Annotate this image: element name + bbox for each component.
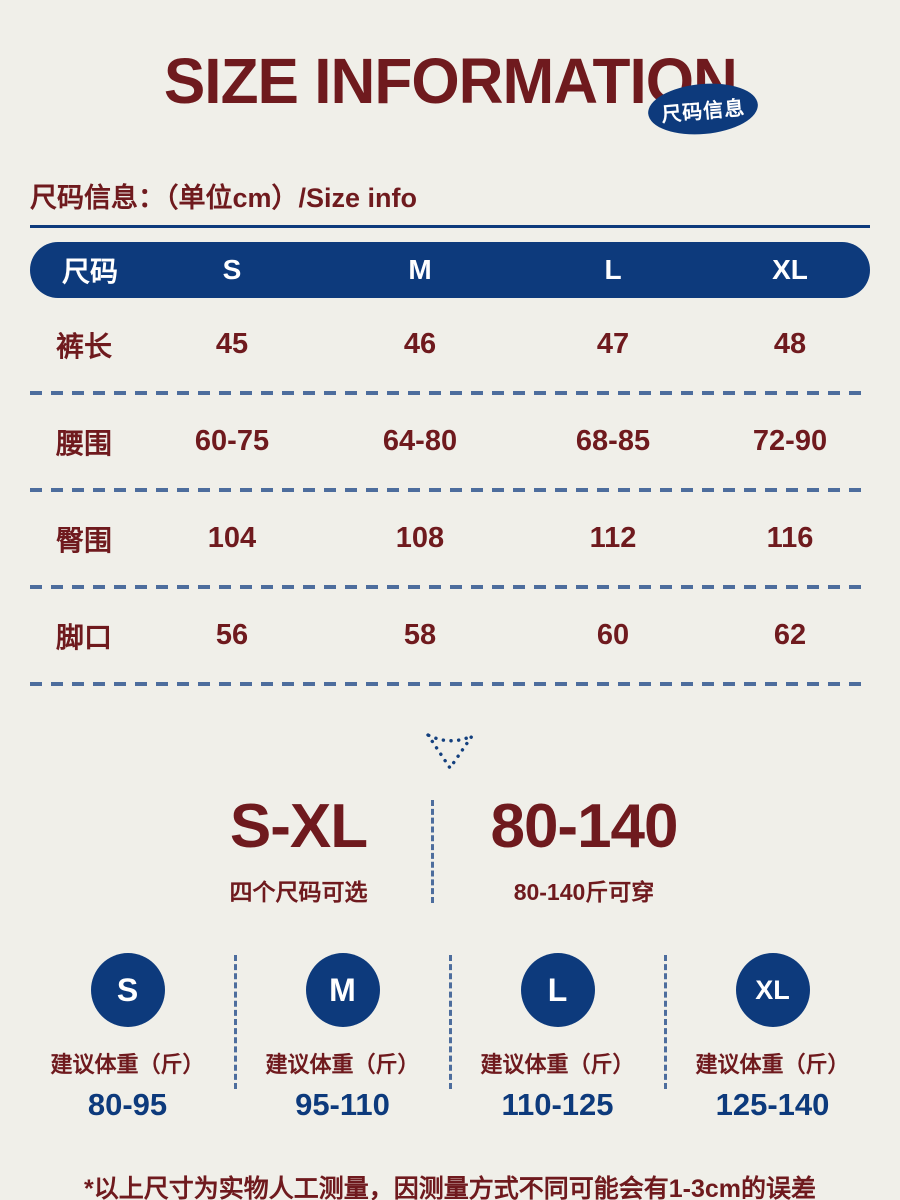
weight-range: 110-125 bbox=[501, 1087, 614, 1122]
weight-label: 建议体重（斤） bbox=[50, 1052, 205, 1077]
header-cell-s: S bbox=[222, 254, 242, 285]
row-value: 62 bbox=[773, 619, 807, 651]
summary-sizes-value: S-XL bbox=[229, 792, 368, 861]
row-value: 116 bbox=[766, 522, 814, 554]
row-value: 72-90 bbox=[752, 425, 828, 457]
row-label: 脚口 bbox=[56, 621, 113, 653]
page-title: SIZE INFORMATION bbox=[163, 45, 737, 117]
weight-divider bbox=[663, 955, 667, 1089]
row-value: 48 bbox=[773, 328, 807, 360]
weight-col-l: L 建议体重（斤） 110-125 bbox=[452, 953, 664, 1123]
row-value: 45 bbox=[215, 328, 249, 360]
weight-range: 125-140 bbox=[715, 1087, 830, 1122]
size-circle-xl: XL bbox=[735, 953, 810, 1027]
size-table-header: 尺码 S M L XL bbox=[30, 242, 870, 298]
row-value: 112 bbox=[589, 522, 637, 554]
header-cell-m: M bbox=[408, 254, 432, 285]
size-circle-m: M bbox=[305, 953, 380, 1027]
size-info-badge: 尺码信息 bbox=[646, 79, 760, 139]
row-value: 56 bbox=[215, 619, 249, 651]
header-cell-l: L bbox=[604, 254, 622, 285]
weight-col-xl: XL 建议体重（斤） 125-140 bbox=[667, 953, 879, 1123]
weight-label: 建议体重（斤） bbox=[480, 1052, 635, 1077]
weight-label: 建议体重（斤） bbox=[265, 1052, 420, 1077]
row-divider bbox=[30, 488, 870, 492]
size-circle-s: S bbox=[90, 953, 165, 1027]
table-row: 裤长 45 46 47 48 bbox=[30, 298, 870, 391]
summary-sizes: S-XL 四个尺码可选 bbox=[166, 796, 431, 907]
row-divider bbox=[30, 682, 870, 686]
row-label: 臀围 bbox=[56, 524, 113, 556]
row-label: 腰围 bbox=[56, 427, 113, 459]
row-value: 104 bbox=[207, 522, 257, 554]
row-value: 108 bbox=[395, 522, 445, 554]
weight-col-s: S 建议体重（斤） 80-95 bbox=[22, 953, 234, 1123]
size-table: 尺码 S M L XL 裤长 45 46 47 48 腰围 60-75 64-8… bbox=[30, 242, 870, 686]
weight-col-m: M 建议体重（斤） 95-110 bbox=[237, 953, 449, 1123]
weight-guide: S 建议体重（斤） 80-95 M 建议体重（斤） 95-110 L 建议体重（… bbox=[0, 953, 900, 1123]
size-circle-l: L bbox=[520, 953, 595, 1027]
weight-label: 建议体重（斤） bbox=[695, 1052, 850, 1077]
summary-weight-caption: 80-140斤可穿 bbox=[513, 879, 655, 905]
row-divider bbox=[30, 391, 870, 395]
summary-sizes-caption: 四个尺码可选 bbox=[229, 879, 368, 905]
row-value: 64-80 bbox=[382, 425, 458, 457]
header-cell-xl: XL bbox=[772, 254, 808, 285]
badge-label: 尺码信息 bbox=[660, 96, 747, 127]
header-cell-size: 尺码 bbox=[62, 256, 119, 287]
summary-weight-value: 80-140 bbox=[490, 792, 678, 861]
row-value: 60-75 bbox=[194, 425, 270, 457]
measurement-disclaimer: *以上尺寸为实物人工测量，因测量方式不同可能会有1-3cm的误差 bbox=[84, 1175, 816, 1200]
table-row: 脚口 56 58 60 62 bbox=[30, 589, 870, 682]
row-value: 46 bbox=[403, 328, 437, 360]
page-header: SIZE INFORMATION 尺码信息 bbox=[0, 0, 900, 140]
weight-divider bbox=[448, 955, 452, 1089]
dotted-down-arrow-icon bbox=[0, 728, 900, 772]
subtitle: 尺码信息：（单位cm）/Size info bbox=[30, 183, 418, 213]
weight-range: 80-95 bbox=[87, 1087, 168, 1122]
table-row: 腰围 60-75 64-80 68-85 72-90 bbox=[30, 395, 870, 488]
subtitle-underline bbox=[30, 225, 870, 228]
row-divider bbox=[30, 585, 870, 589]
row-value: 47 bbox=[596, 328, 630, 360]
summary-divider bbox=[431, 800, 434, 903]
row-value: 60 bbox=[596, 619, 630, 651]
table-row: 臀围 104 108 112 116 bbox=[30, 492, 870, 585]
row-value: 68-85 bbox=[575, 425, 651, 457]
row-value: 58 bbox=[403, 619, 437, 651]
weight-range: 95-110 bbox=[295, 1087, 390, 1122]
summary-weight: 80-140 80-140斤可穿 bbox=[434, 796, 734, 907]
row-label: 裤长 bbox=[56, 330, 113, 362]
weight-divider bbox=[233, 955, 237, 1089]
summary-band: S-XL 四个尺码可选 80-140 80-140斤可穿 bbox=[0, 796, 900, 907]
